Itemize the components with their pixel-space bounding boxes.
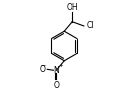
Text: N: N [53,66,59,75]
Text: OH: OH [66,3,78,12]
Text: O: O [39,65,45,74]
Text: +: + [59,63,63,68]
Text: O: O [53,81,59,90]
Text: −: − [40,62,46,67]
Text: Cl: Cl [87,21,94,30]
